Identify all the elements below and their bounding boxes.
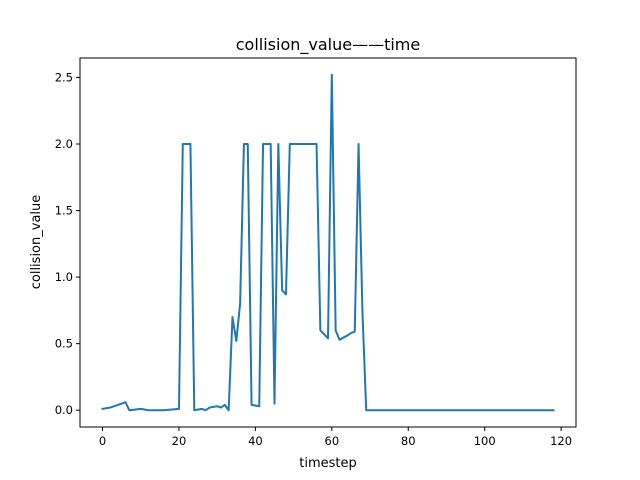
y-tick-label: 2.0 xyxy=(55,137,73,151)
y-axis-ticks: 0.0 0.5 1.0 1.5 2.0 2.5 xyxy=(55,70,80,417)
plot-frame xyxy=(79,57,577,428)
y-tick-label: 1.5 xyxy=(55,204,73,218)
x-tick-label: 40 xyxy=(248,434,263,448)
plot-area xyxy=(80,58,576,427)
x-axis-label: timestep xyxy=(299,456,357,471)
x-tick-label: 100 xyxy=(474,434,496,448)
x-tick-label: 0 xyxy=(99,434,106,448)
x-tick-label: 80 xyxy=(401,434,416,448)
x-tick-label: 120 xyxy=(550,434,572,448)
y-axis-label: collision_value xyxy=(29,195,44,290)
y-tick-label: 0.0 xyxy=(55,403,73,417)
y-tick-label: 0.5 xyxy=(55,337,73,351)
series-layer xyxy=(101,73,555,412)
x-tick-label: 20 xyxy=(172,434,187,448)
y-tick-label: 1.0 xyxy=(55,270,73,284)
series-line-0 xyxy=(101,73,555,412)
y-tick-label: 2.5 xyxy=(55,70,73,84)
x-axis-ticks: 0 20 40 60 80 100 120 xyxy=(99,427,572,448)
chart-title: collision_value——time xyxy=(236,35,420,55)
x-tick-label: 60 xyxy=(325,434,340,448)
